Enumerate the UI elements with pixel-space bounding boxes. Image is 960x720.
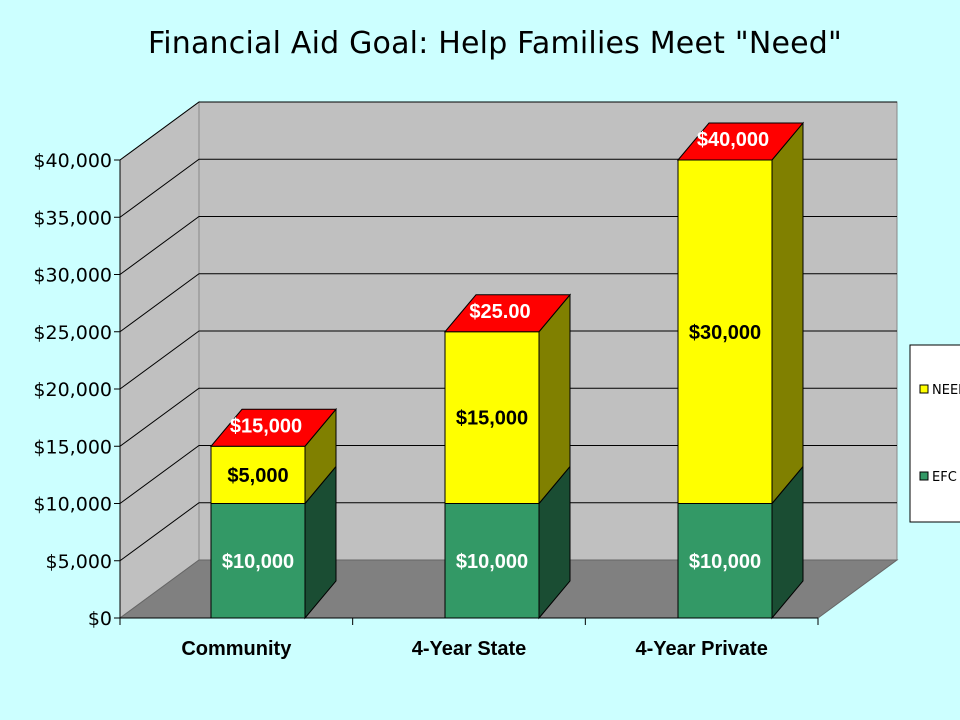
bar-efc-front <box>677 503 773 619</box>
y-tick-label: $15,000 <box>33 436 112 458</box>
y-tick-label: $5,000 <box>46 551 112 573</box>
bar-efc-front <box>210 503 306 619</box>
x-tick-label: 4-Year State <box>412 638 527 660</box>
x-tick-label: 4-Year Private <box>636 638 768 660</box>
chart-title: Financial Aid Goal: Help Families Meet "… <box>147 26 843 61</box>
bar-need-front <box>210 445 306 504</box>
y-tick-label: $30,000 <box>33 265 112 287</box>
x-tick-label: Community <box>181 638 292 660</box>
bar-top <box>443 294 572 333</box>
bar-top <box>676 122 805 161</box>
bars: $10,000 $5,000 $15,000 $10,000 $15,000 $25.00… <box>209 121 805 620</box>
bar-stack-community: $10,000 $5,000 $15,000 <box>209 407 338 620</box>
y-tick-label: $25,000 <box>33 322 112 344</box>
bar-need-front <box>677 159 773 504</box>
y-tick-label: $10,000 <box>33 494 112 516</box>
gridline <box>119 158 897 218</box>
data-label-need: $5,000 <box>227 465 288 487</box>
gridline <box>119 273 897 333</box>
gridline <box>119 502 897 562</box>
bar-top <box>209 408 338 447</box>
gridline <box>119 330 897 390</box>
data-label-total: $25.00 <box>469 301 530 323</box>
data-label-efc: $10,000 <box>456 551 528 573</box>
legend: NEED EFC <box>909 344 960 523</box>
legend-label-need: NEED <box>932 383 960 398</box>
x-axis: Community 4-Year State 4-Year Private <box>119 617 819 660</box>
gridline <box>119 216 897 275</box>
bar-efc-front <box>444 503 540 619</box>
data-label-efc: $10,000 <box>689 551 761 573</box>
legend-label-efc: EFC <box>932 470 957 485</box>
data-label-need: $30,000 <box>689 322 761 344</box>
gridline <box>119 387 897 447</box>
gridline <box>119 101 897 161</box>
y-tick-label: $35,000 <box>33 207 112 229</box>
bar-stack-4-year-state: $10,000 $15,000 $25.00 <box>443 293 572 620</box>
data-label-efc: $10,000 <box>222 551 294 573</box>
bar-stack-4-year-private: $10,000 $30,000 $40,000 <box>676 121 805 620</box>
legend-swatch-efc <box>919 471 929 481</box>
legend-box <box>909 344 960 523</box>
y-axis: $0 $5,000 $10,000 $15,000 $20,000 $25,000 $30,… <box>33 150 121 630</box>
gridline <box>119 445 897 504</box>
y-tick-label: $20,000 <box>33 379 112 401</box>
gridlines <box>119 101 897 562</box>
data-label-need: $15,000 <box>456 408 528 430</box>
bar-need-side <box>771 121 804 505</box>
y-tick-label: $0 <box>88 608 112 630</box>
y-tick-label: $40,000 <box>33 150 112 172</box>
data-label-total: $15,000 <box>230 415 302 437</box>
data-label-total: $40,000 <box>697 129 769 151</box>
legend-swatch-need <box>919 384 929 394</box>
bar-need-front <box>444 331 540 504</box>
